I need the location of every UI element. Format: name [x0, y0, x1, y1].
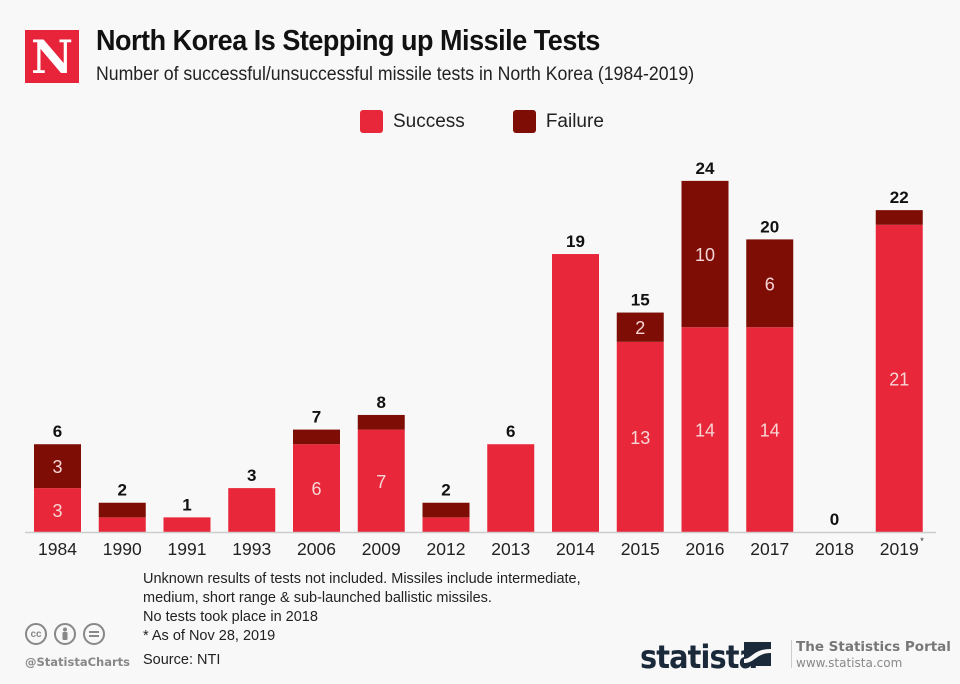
legend-swatch-success	[360, 110, 383, 133]
x-tick-label: 2015	[621, 539, 660, 559]
bar-segment-success	[422, 517, 470, 532]
footnote-line: * As of Nov 28, 2019	[143, 628, 276, 644]
bar-segment-failure	[681, 180, 729, 328]
bar-total-label: 2	[441, 481, 450, 500]
segment-value-label: 6	[765, 274, 775, 294]
legend-item-success: Success	[360, 110, 465, 133]
footnotes: Unknown results of tests not included. M…	[143, 570, 581, 646]
x-tick-label: 1991	[168, 539, 207, 559]
portal-url[interactable]: www.statista.com	[796, 656, 903, 670]
portal-title: The Statistics Portal	[796, 639, 951, 655]
bar-segment-success	[746, 327, 794, 532]
bar-total-label: 24	[696, 159, 715, 178]
statista-logo[interactable]: statista	[640, 638, 758, 676]
bar-total-label: 6	[506, 422, 515, 441]
bar-total-label: 19	[566, 232, 585, 251]
bar-total-label: 20	[760, 217, 779, 236]
x-tick-label: 2018	[815, 539, 854, 559]
segment-value-label: 7	[376, 472, 386, 492]
segment-value-label: 6	[311, 479, 321, 499]
logo-letter: N	[30, 29, 74, 84]
segment-value-label: 14	[760, 421, 780, 441]
x-tick-label: 2016	[686, 539, 725, 559]
bar-total-label: 6	[53, 422, 62, 441]
footnote-line: No tests took place in 2018	[143, 609, 318, 625]
legend-item-failure: Failure	[512, 110, 604, 133]
x-tick-label: 2019	[880, 539, 919, 559]
bar-total-label: 1	[182, 495, 191, 514]
bar-total-label: 8	[377, 393, 386, 412]
bar-total-label: 22	[890, 188, 909, 207]
x-tick-label: 1984	[38, 539, 77, 559]
statista-charts-handle[interactable]: @StatistaCharts	[25, 655, 130, 669]
x-tick-footnote-marker: *	[920, 536, 924, 546]
chart-title: North Korea Is Stepping up Missile Tests	[96, 25, 600, 57]
footnote-line: Unknown results of tests not included. M…	[143, 571, 581, 587]
bar-segment-success	[616, 341, 664, 532]
bar-segment-failure	[422, 502, 470, 518]
x-tick-label: 1993	[232, 539, 271, 559]
bar-total-label: 0	[830, 510, 839, 529]
bar-total-label: 3	[247, 466, 256, 485]
bar-segment-success	[357, 429, 405, 532]
segment-value-label: 2	[635, 318, 645, 338]
bar-segment-success	[552, 254, 599, 532]
source-text: Source: NTI	[143, 652, 221, 668]
legend-label-failure: Failure	[545, 110, 604, 132]
chart-subtitle: Number of successful/unsuccessful missil…	[96, 64, 695, 85]
bar-total-label: 2	[118, 481, 127, 500]
bar-segment-failure	[746, 239, 794, 328]
bar-segment-failure	[875, 210, 923, 225]
x-tick-label: 2014	[556, 539, 595, 559]
bar-segment-success	[34, 488, 81, 532]
bar-total-label: 7	[312, 408, 321, 427]
segment-value-label: 3	[52, 501, 62, 521]
license-icons: cc	[25, 623, 105, 645]
bar-total-label: 15	[631, 291, 650, 310]
x-tick-label: 2017	[750, 539, 789, 559]
bar-segment-success	[681, 327, 729, 532]
segment-value-label: 3	[52, 457, 62, 477]
legend-label-success: Success	[393, 110, 465, 132]
x-tick-label: 1990	[103, 539, 142, 559]
newsweek-logo: N	[25, 30, 79, 83]
bar-segment-success	[163, 517, 211, 532]
segment-value-label: 10	[695, 245, 715, 265]
footnote-line: medium, short range & sub-launched balli…	[143, 590, 492, 606]
legend: Success Failure	[360, 110, 652, 133]
legend-swatch-failure	[512, 110, 536, 133]
segment-value-label: 14	[695, 421, 715, 441]
x-tick-label: 2013	[491, 539, 530, 559]
segment-value-label: 21	[889, 369, 909, 389]
bar-segment-failure	[98, 502, 146, 518]
bar-segment-success	[228, 488, 276, 532]
bar-segment-success	[875, 224, 923, 532]
x-tick-label: 2012	[427, 539, 466, 559]
bar-segment-success	[487, 444, 535, 532]
divider	[791, 640, 792, 668]
bar-segment-failure	[34, 444, 81, 489]
statista-wave-icon	[744, 642, 771, 666]
x-tick-label: 2009	[362, 539, 401, 559]
attribution-person-icon	[54, 623, 76, 645]
creative-commons-icon: cc	[25, 623, 47, 645]
segment-value-label: 13	[630, 428, 650, 448]
bar-segment-success	[293, 444, 340, 532]
bar-segment-success	[98, 517, 146, 532]
x-tick-label: 2006	[297, 539, 336, 559]
bar-segment-failure	[357, 414, 405, 430]
bar-segment-failure	[293, 429, 340, 445]
bar-segment-failure	[616, 312, 664, 342]
no-derivatives-icon	[83, 623, 105, 645]
